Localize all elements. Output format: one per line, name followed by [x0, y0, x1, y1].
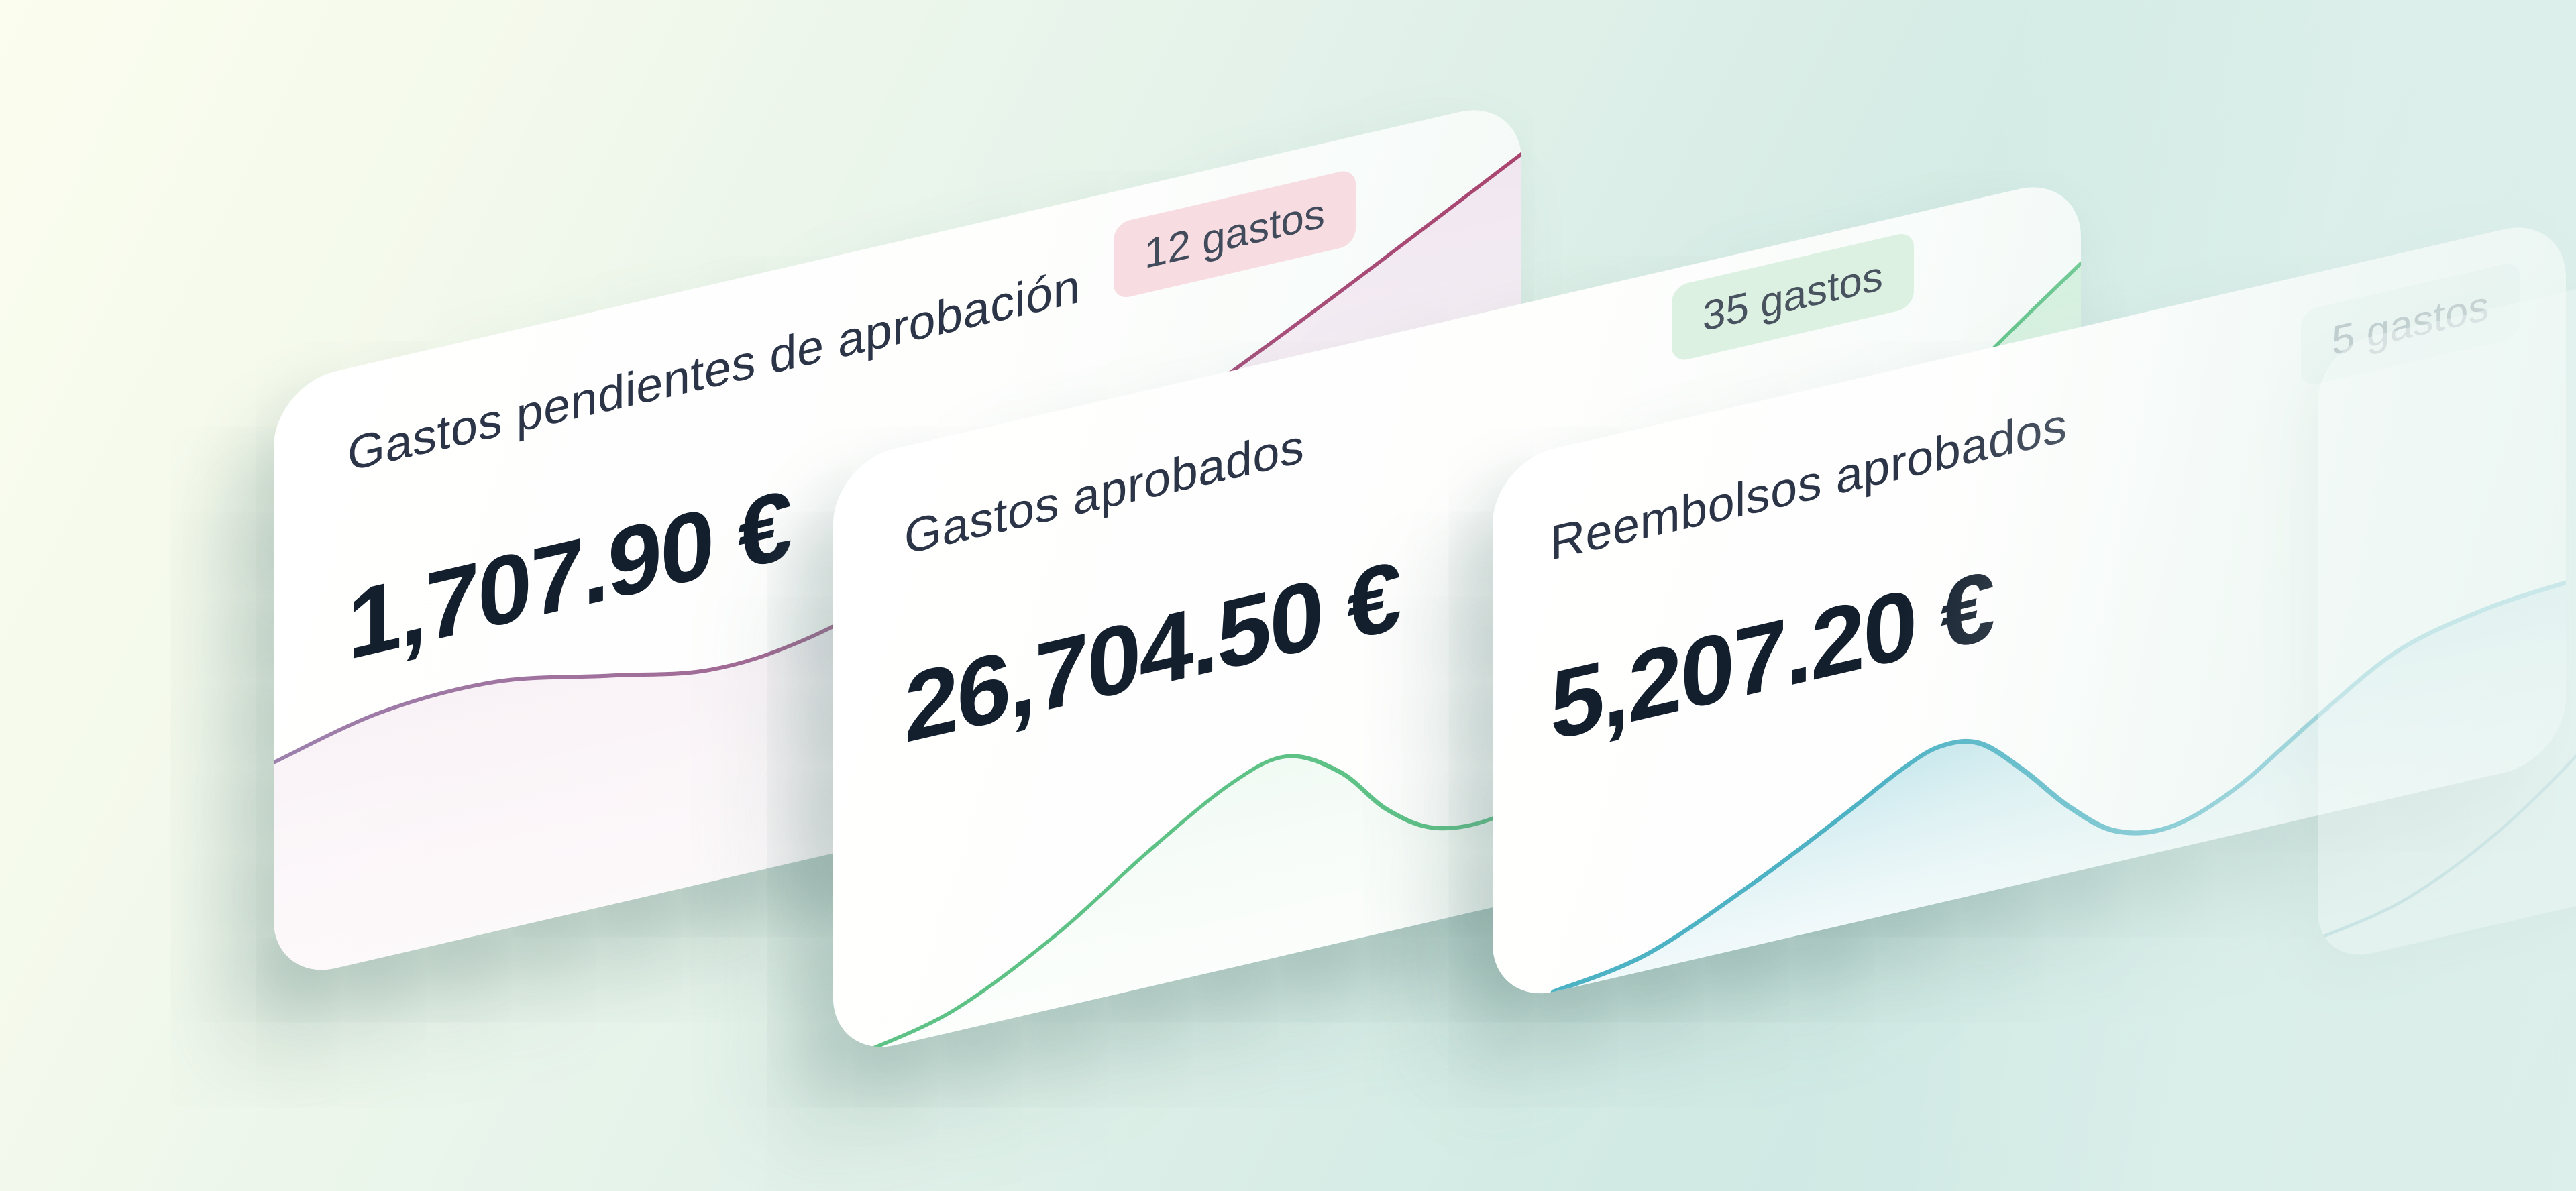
expense-dashboard-canvas: Gastos pendientes de aprobación 1,707.90…: [0, 0, 2576, 1191]
